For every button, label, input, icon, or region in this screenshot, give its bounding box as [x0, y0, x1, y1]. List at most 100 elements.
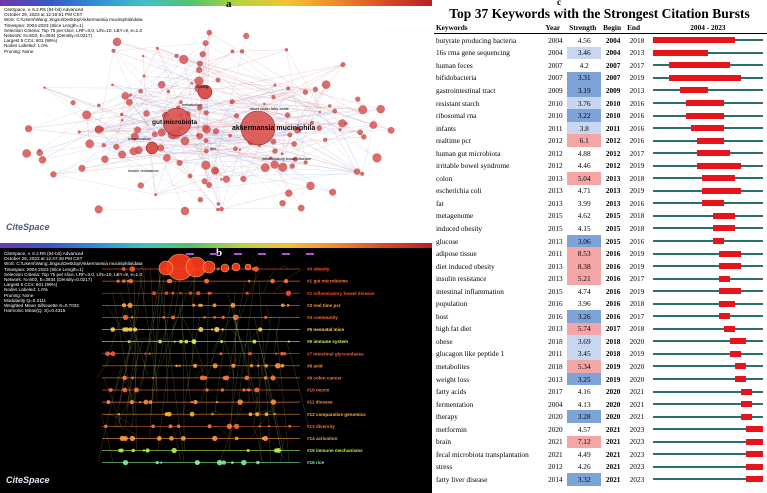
burst-timeline — [649, 436, 767, 449]
strength-cell: 5.21 — [567, 272, 602, 285]
burst-baseline — [652, 365, 763, 368]
network-edge — [183, 59, 374, 126]
timeline-link — [206, 293, 209, 415]
timeline-node — [234, 436, 239, 441]
timeline-node — [148, 352, 151, 355]
network-edge — [205, 42, 341, 130]
network-node — [179, 100, 183, 104]
network-edge — [221, 84, 327, 210]
network-node — [329, 188, 337, 196]
timeline-info-line-6: Largest 5 CCs: 601 (99%) — [4, 282, 58, 288]
burst-bar — [696, 162, 741, 169]
timeline-node — [241, 459, 247, 466]
network-node — [125, 98, 133, 106]
burst-bar — [652, 49, 708, 56]
strength-cell: 5.04 — [567, 172, 602, 185]
timeline-info-line-3: Timespan: 2004-2023 (Slice Length=1) — [4, 266, 84, 272]
network-edge — [116, 95, 126, 147]
timeline-link — [280, 438, 285, 463]
network-node — [82, 110, 92, 120]
timeline-node — [139, 400, 142, 404]
header-strength: Strength — [567, 22, 602, 34]
timeline-node — [122, 303, 127, 308]
network-node — [216, 202, 221, 206]
timeline-link — [140, 268, 163, 391]
network-edge — [44, 87, 177, 135]
network-node — [287, 132, 293, 138]
timeline-graph: #0 obesity #1 gut microbiome #2 inflammato… — [96, 253, 375, 466]
timeline-year-mark — [258, 253, 266, 255]
network-node — [151, 131, 158, 138]
burst-bar — [718, 313, 730, 320]
timeline-link — [254, 317, 281, 451]
timeline-link — [112, 293, 134, 415]
timeline-node — [122, 279, 126, 283]
network-edge — [199, 63, 363, 174]
network-node — [137, 182, 144, 189]
timeline-node — [179, 339, 183, 344]
end-cell: 2016 — [629, 136, 645, 146]
timeline-rows — [102, 266, 300, 466]
timeline-info-line-0: CiteSpace, v. 6.2.R5 (64-bit) Advanced — [4, 251, 84, 256]
end-cell: 2023 — [629, 449, 645, 459]
timeline-link — [219, 329, 227, 342]
timeline-node — [131, 448, 136, 453]
timeline-node — [283, 352, 287, 356]
timeline-node — [237, 399, 243, 405]
table-row: host 2016 3.26 2016 2017 — [434, 310, 767, 323]
network-node — [78, 164, 86, 172]
burst-timeline — [649, 461, 767, 474]
network-node — [340, 62, 346, 68]
timeline-node — [268, 425, 271, 428]
node-label: diet — [210, 146, 217, 151]
network-edge — [129, 102, 218, 210]
keyword-cell: gastrointestinal tract — [436, 85, 496, 95]
timeline-node — [176, 424, 181, 429]
begin-cell: 2020 — [605, 387, 621, 397]
network-edge — [315, 89, 320, 129]
network-node — [70, 100, 76, 106]
burst-timeline — [649, 72, 767, 85]
burst-bar — [746, 438, 763, 445]
begin-cell: 2004 — [605, 48, 621, 58]
table-row: induced obesity 2015 4.15 2015 2018 — [434, 222, 767, 235]
timeline-node — [216, 267, 220, 271]
year-cell: 2012 — [548, 136, 563, 146]
burst-node — [202, 260, 216, 274]
network-node — [355, 96, 361, 102]
timeline-year-mark — [282, 253, 290, 255]
network-edge — [315, 89, 392, 131]
cluster-label: #4 community — [307, 315, 338, 320]
timeline-info-line-2: WoS: C:\Users\Wang Jingxu\Desktop\Akkerm… — [4, 261, 143, 267]
network-edge — [179, 159, 296, 164]
timeline-link — [151, 281, 177, 403]
network-edge — [215, 110, 335, 132]
timeline-node — [256, 460, 260, 465]
end-cell: 2019 — [629, 161, 645, 171]
timeline-node — [151, 376, 154, 379]
network-node — [328, 104, 332, 108]
panel-c-letter: c — [557, 0, 561, 7]
hub-node-akkermansia — [240, 110, 276, 146]
begin-cell: 2004 — [605, 35, 621, 45]
timeline-node — [171, 447, 177, 454]
network-node — [302, 89, 309, 95]
begin-cell: 2009 — [605, 85, 621, 95]
network-edge — [209, 32, 306, 93]
burst-baseline — [652, 415, 763, 418]
burst-timeline — [649, 197, 767, 210]
burst-timeline — [649, 109, 767, 122]
timeline-link — [233, 317, 261, 415]
network-edge — [140, 131, 217, 186]
timeline-node — [199, 375, 205, 381]
timeline-link — [252, 426, 261, 451]
network-node — [269, 156, 273, 160]
year-cell: 2011 — [548, 123, 563, 133]
keyword-cell: intestinal inflammation — [436, 286, 504, 296]
network-node — [202, 40, 209, 47]
network-node — [196, 66, 203, 73]
burst-bar — [713, 212, 736, 219]
timeline-node — [230, 302, 236, 308]
keyword-cell: induced obesity — [436, 223, 483, 233]
timeline-node — [216, 459, 223, 466]
